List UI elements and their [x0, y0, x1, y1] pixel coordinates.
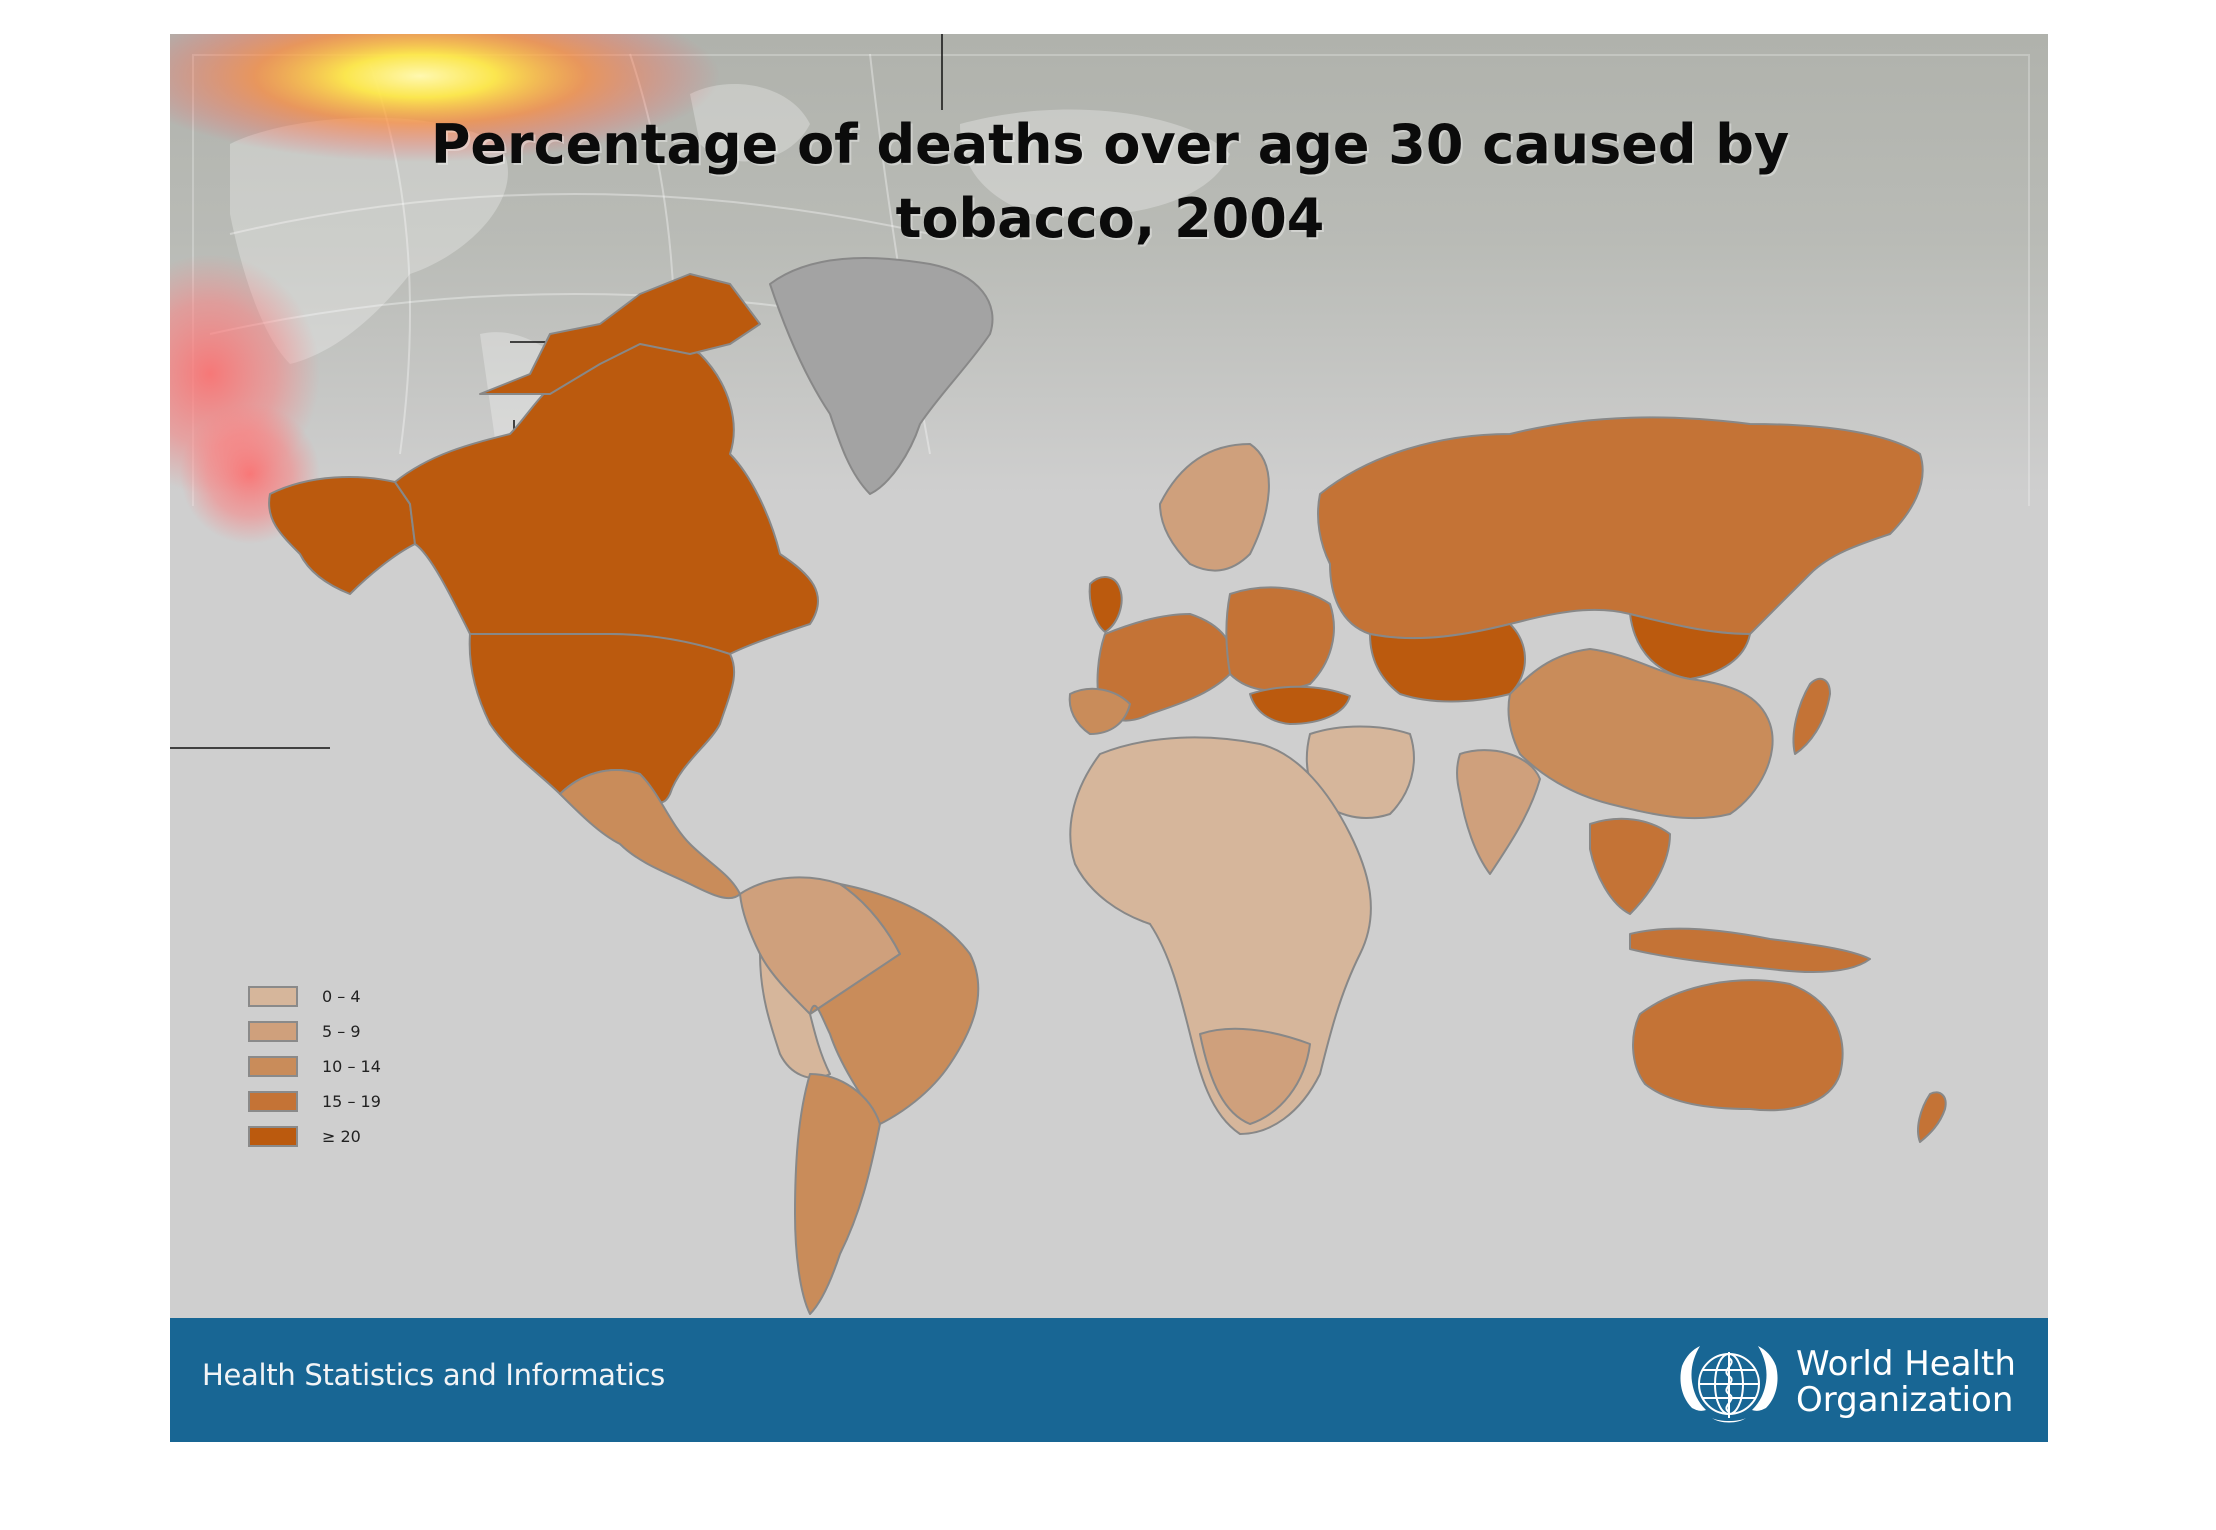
slide-footer: Health Statistics and Informatics World … [170, 1318, 2048, 1442]
legend-swatch [248, 986, 298, 1007]
organization-name-line1: World Health [1796, 1344, 2016, 1384]
region-japan [1792, 677, 1831, 755]
region-turkey [1249, 685, 1351, 725]
region-mongolia [1629, 613, 1751, 680]
organization-name-line2: Organization [1796, 1380, 2014, 1420]
region-southeast-asia [1589, 817, 1671, 915]
region-australia [1632, 979, 1844, 1112]
legend-label: 5 – 9 [322, 1022, 361, 1041]
legend-label: ≥ 20 [322, 1127, 361, 1146]
region-southern-africa [1199, 1027, 1311, 1125]
region-india [1456, 749, 1541, 875]
region-alaska [268, 476, 416, 595]
region-russian-federation [1317, 416, 1924, 640]
legend-label: 0 – 4 [322, 987, 361, 1006]
legend-swatch [248, 1056, 298, 1077]
region-iberia [1068, 687, 1131, 735]
region-eastern-europe [1225, 586, 1335, 692]
page-title: Percentage of deaths over age 30 caused … [430, 113, 1790, 250]
region-china [1507, 648, 1774, 820]
legend-label: 10 – 14 [322, 1057, 381, 1076]
department-name: Health Statistics and Informatics [202, 1358, 665, 1392]
region-argentina-chile [794, 1073, 881, 1315]
legend-swatch [248, 1126, 298, 1147]
region-indonesia [1629, 927, 1871, 973]
who-emblem-icon [1680, 1346, 1778, 1423]
region-greenland [769, 257, 994, 495]
world-choropleth-map [268, 257, 1947, 1315]
legend-swatch [248, 1091, 298, 1112]
region-uk-ireland [1088, 576, 1123, 633]
organization-name: World Health Organization [1796, 1346, 2016, 1418]
region-africa [1069, 736, 1372, 1135]
region-canada-islands [479, 273, 761, 395]
region-canada [394, 339, 820, 655]
region-new-zealand [1917, 1091, 1947, 1143]
region-mexico-central-america [559, 769, 741, 900]
slide: Percentage of deaths over age 30 caused … [170, 34, 2048, 1442]
region-scandinavia [1159, 443, 1270, 572]
legend-label: 15 – 19 [322, 1092, 381, 1111]
legend-swatch [248, 1021, 298, 1042]
